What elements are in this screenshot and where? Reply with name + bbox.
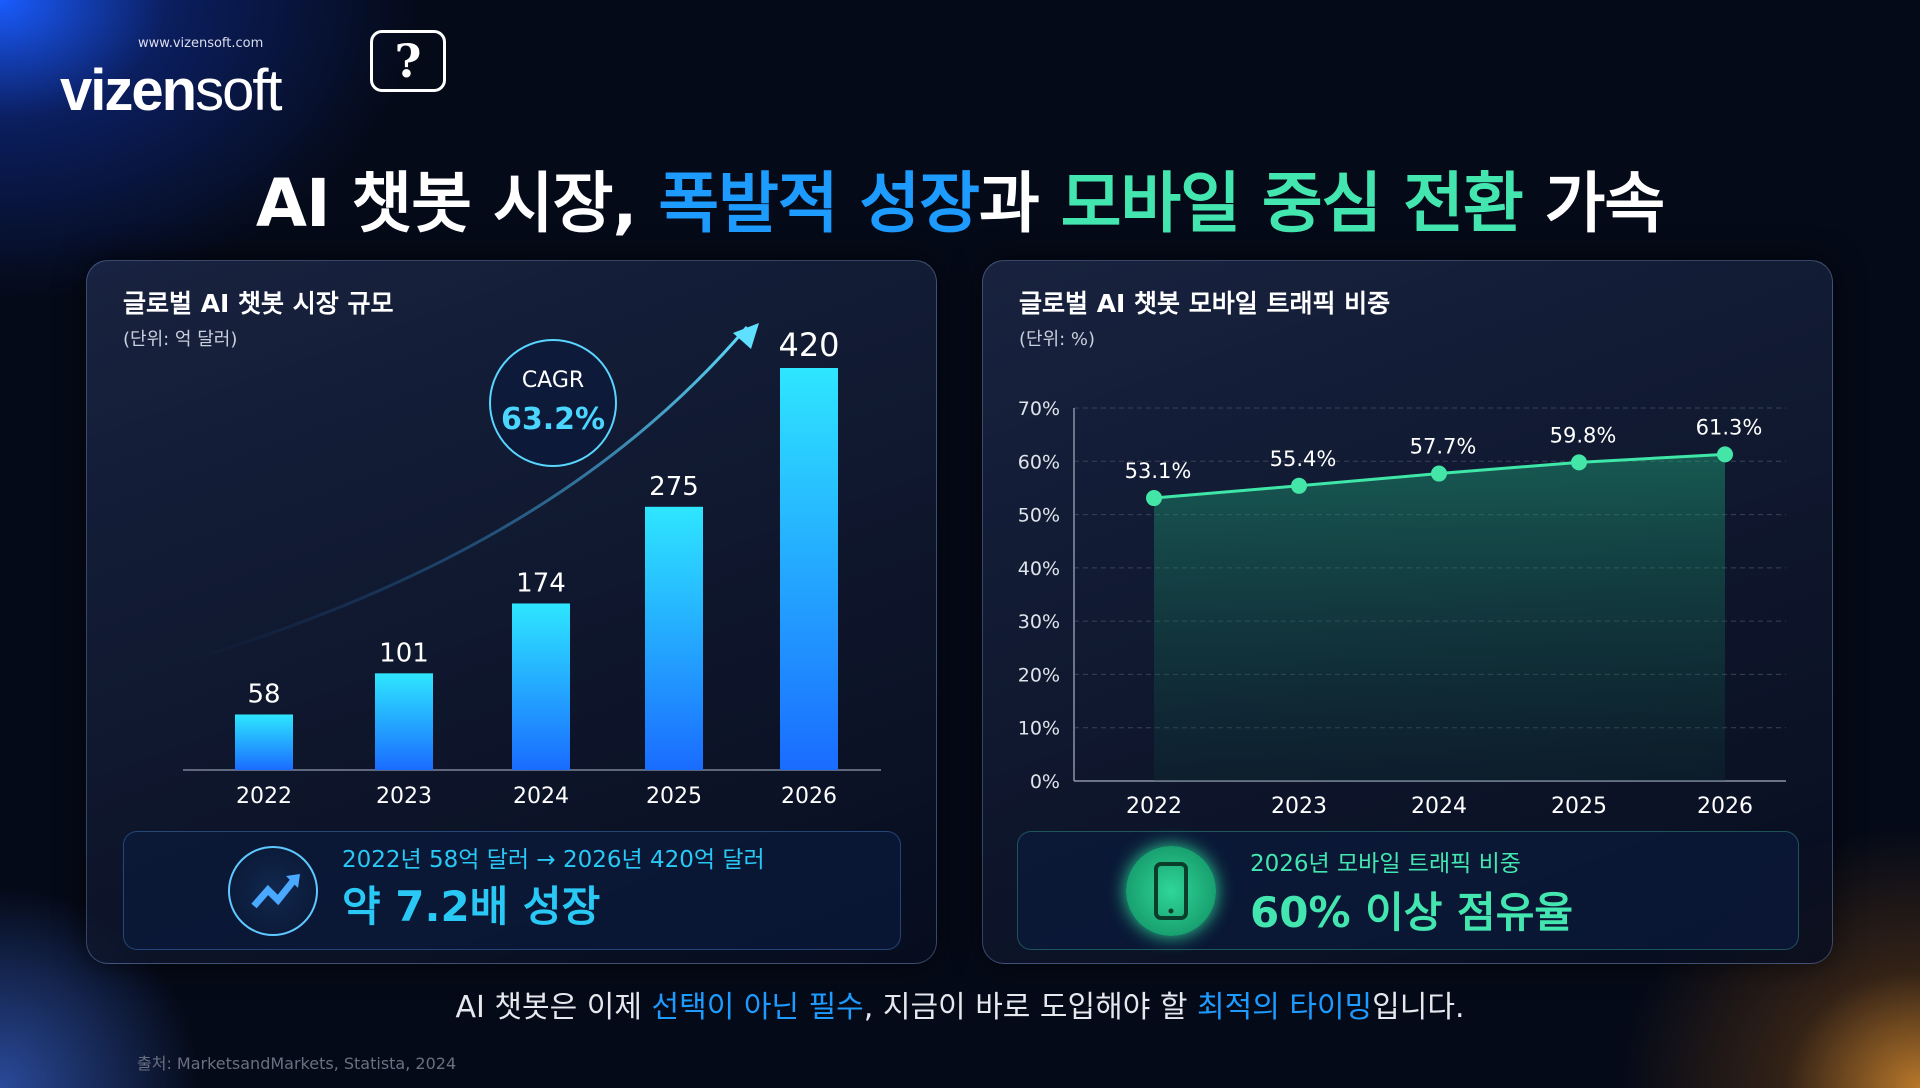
y-tick-label: 0%	[1030, 771, 1060, 793]
bar-2026	[780, 368, 838, 770]
x-tick-label: 2022	[236, 784, 292, 809]
cagr-label: CAGR	[522, 368, 584, 393]
summary-caption: 2026년 모바일 트래픽 비중	[1250, 851, 1521, 877]
y-tick-label: 40%	[1018, 558, 1060, 580]
bar-2023	[375, 673, 433, 770]
closing-message: AI 챗봇은 이제 선택이 아닌 필수, 지금이 바로 도입해야 할 최적의 타…	[455, 990, 1465, 1025]
y-tick-label: 60%	[1018, 451, 1060, 473]
x-tick-label: 2022	[1126, 794, 1182, 819]
trending-up-icon	[228, 846, 318, 936]
y-tick-label: 70%	[1018, 398, 1060, 420]
bar-value-label: 101	[379, 638, 429, 668]
bar-2024	[512, 603, 570, 770]
y-tick-label: 30%	[1018, 611, 1060, 633]
mobile-traffic-panel: 글로벌 AI 챗봇 모바일 트래픽 비중 (단위: %) 0% 10% 20% 30%…	[982, 260, 1833, 964]
x-tick-label: 2025	[646, 784, 702, 809]
data-label: 57.7%	[1410, 435, 1477, 459]
y-tick-label: 50%	[1018, 505, 1060, 527]
data-label: 61.3%	[1696, 415, 1763, 439]
data-label: 53.1%	[1125, 459, 1192, 483]
bar-value-label: 174	[516, 568, 566, 598]
bar-2022	[235, 714, 293, 770]
question-bubble-icon: ?	[370, 30, 446, 92]
data-point	[1291, 477, 1307, 494]
growth-arrow	[186, 326, 749, 663]
logo-wordmark: vizensoft	[60, 58, 283, 123]
cagr-badge: CAGR 63.2%	[489, 339, 617, 467]
bar-chart: CAGR 63.2% 58 2022 101 2023 174 2024 275 2025 42…	[183, 323, 881, 809]
cagr-value: 63.2%	[501, 402, 605, 437]
x-tick-label: 2024	[1411, 794, 1467, 819]
y-tick-label: 20%	[1018, 664, 1060, 686]
panel-unit: (단위: 억 달러)	[123, 329, 238, 350]
logo-url: www.vizensoft.com	[138, 36, 264, 51]
summary-headline: 60% 이상 점유율	[1250, 888, 1573, 937]
arrow-head-icon	[733, 323, 759, 349]
x-tick-label: 2026	[1697, 794, 1753, 819]
bar-value-label: 275	[649, 472, 699, 502]
panel-unit: (단위: %)	[1019, 329, 1096, 350]
data-point	[1717, 446, 1733, 463]
summary-range: 2022년 58억 달러 → 2026년 420억 달러	[342, 847, 765, 873]
data-label: 55.4%	[1270, 447, 1337, 471]
source-note: 출처: MarketsandMarkets, Statista, 2024	[137, 1054, 457, 1073]
bar-value-label: 58	[247, 679, 280, 709]
area-fill	[1154, 454, 1725, 781]
line-chart: 0% 10% 20% 30% 40% 50% 60% 70% 53.1% 2022 55.4% 202…	[1018, 398, 1786, 819]
market-size-panel: 글로벌 AI 챗봇 시장 규모 (단위: 억 달러) CAGR 63.2% 58…	[86, 260, 937, 964]
panel-title: 글로벌 AI 챗봇 시장 규모	[123, 289, 394, 318]
x-tick-label: 2023	[1271, 794, 1327, 819]
data-point	[1571, 454, 1587, 471]
x-tick-label: 2024	[513, 784, 569, 809]
y-tick-label: 10%	[1018, 718, 1060, 740]
summary-headline: 약 7.2배 성장	[342, 882, 601, 931]
bar-value-label: 420	[778, 326, 839, 364]
panel-title: 글로벌 AI 챗봇 모바일 트래픽 비중	[1019, 289, 1391, 318]
logo: www.vizensoft.com vizensoft ?	[60, 30, 460, 130]
x-tick-label: 2026	[781, 784, 837, 809]
smartphone-icon	[1126, 846, 1216, 936]
mobile-summary: 2026년 모바일 트래픽 비중 60% 이상 점유율	[1017, 831, 1799, 950]
data-point	[1146, 490, 1162, 507]
page-title: AI 챗봇 시장, 폭발적 성장과 모바일 중심 전환 가속	[255, 165, 1665, 242]
data-point	[1431, 465, 1447, 482]
bar-2025	[645, 506, 703, 770]
growth-summary: 2022년 58억 달러 → 2026년 420억 달러 약 7.2배 성장	[123, 831, 901, 950]
data-label: 59.8%	[1550, 423, 1617, 447]
x-tick-label: 2025	[1551, 794, 1607, 819]
x-tick-label: 2023	[376, 784, 432, 809]
